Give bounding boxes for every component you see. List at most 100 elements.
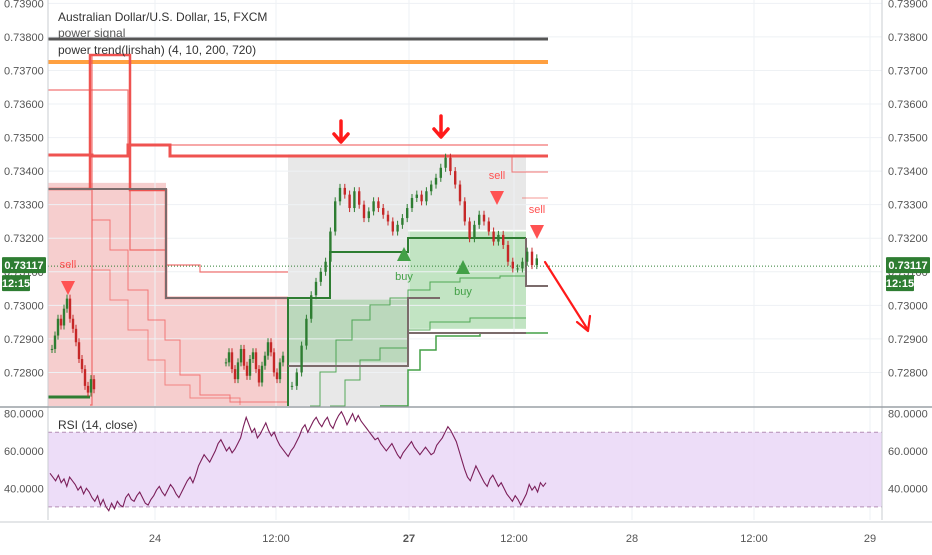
indicator-power-signal[interactable]: power signal bbox=[58, 26, 125, 40]
gray-zone bbox=[288, 154, 408, 406]
candle-body bbox=[281, 355, 285, 363]
gray-zone bbox=[408, 154, 526, 230]
candle-body bbox=[319, 271, 322, 282]
price-badges: 0.73117 12:15 0.73117 12:15 bbox=[2, 257, 930, 292]
down-arrow-icon bbox=[432, 114, 450, 139]
candle-body bbox=[358, 191, 361, 205]
candle-body bbox=[377, 201, 380, 209]
price-tick-label-left: 0.73000 bbox=[4, 300, 44, 312]
candle-body bbox=[401, 218, 404, 225]
candle-body bbox=[324, 261, 327, 272]
candle-body bbox=[257, 369, 261, 383]
candle-body bbox=[420, 194, 423, 202]
candle-body bbox=[305, 318, 308, 346]
candle-body bbox=[334, 201, 337, 232]
candle-body bbox=[68, 298, 72, 319]
sell-triangle bbox=[490, 191, 504, 205]
price-tick-label-right: 0.73600 bbox=[888, 99, 928, 111]
candle-body bbox=[396, 224, 399, 232]
price-tick-label-left: 0.73500 bbox=[4, 133, 44, 145]
price-badge-value: 0.73117 bbox=[888, 260, 927, 272]
candle-body bbox=[492, 231, 495, 242]
candle-body bbox=[74, 328, 78, 343]
candle-body bbox=[56, 318, 60, 336]
buy-triangle bbox=[456, 260, 470, 274]
candle-body bbox=[487, 221, 490, 232]
candle-body bbox=[348, 194, 351, 209]
candle-body bbox=[251, 352, 255, 360]
price-tick-label-right: 0.73500 bbox=[888, 133, 928, 145]
price-tick-label-left: 0.72800 bbox=[4, 367, 44, 379]
candle-body bbox=[260, 365, 264, 383]
candle-body bbox=[224, 362, 228, 364]
rsi-tick-label-right: 60.0000 bbox=[888, 446, 928, 458]
rsi-panel bbox=[48, 410, 882, 512]
candle-body bbox=[511, 261, 514, 269]
candle-body bbox=[463, 201, 466, 222]
gray-step-outline bbox=[48, 188, 288, 299]
price-tick-label-right: 0.73800 bbox=[888, 32, 928, 44]
candle-body bbox=[410, 197, 414, 209]
candle-body bbox=[458, 184, 462, 202]
buy-triangle bbox=[397, 247, 411, 261]
sell-label: sell bbox=[529, 204, 546, 216]
time-badge bbox=[886, 275, 914, 292]
red-trend-inner-2 bbox=[92, 219, 288, 403]
green-zone bbox=[408, 231, 526, 329]
candle-body bbox=[502, 234, 505, 245]
candle-body bbox=[439, 167, 442, 178]
price-tick-label-right: 0.73700 bbox=[888, 65, 928, 77]
candle-body bbox=[314, 281, 318, 296]
time-tick-label: 24 bbox=[149, 533, 161, 545]
candle-body bbox=[353, 191, 356, 209]
candle-body bbox=[245, 365, 249, 376]
rsi-tick-label-left: 40.0000 bbox=[4, 483, 44, 495]
red-trend-outer bbox=[48, 89, 548, 146]
candle-body bbox=[80, 359, 84, 370]
candle-body bbox=[516, 268, 519, 270]
time-tick-label: 12:00 bbox=[740, 533, 768, 545]
candle-body bbox=[478, 214, 481, 225]
time-badge-value: 12:15 bbox=[886, 278, 914, 290]
price-tick-label-right: 0.73300 bbox=[888, 200, 928, 212]
price-tick-label-left: 0.73200 bbox=[4, 233, 44, 245]
arrow-path bbox=[432, 114, 450, 139]
candle-body bbox=[248, 359, 252, 376]
rsi-tick-label-left: 60.0000 bbox=[4, 446, 44, 458]
candle-body bbox=[506, 244, 510, 262]
candle-body bbox=[59, 318, 63, 326]
candle-body bbox=[338, 187, 342, 202]
legend: Australian Dollar/U.S. Dollar, 15, FXCM … bbox=[58, 10, 267, 432]
candle-body bbox=[290, 385, 294, 387]
indicator-rsi[interactable]: RSI (14, close) bbox=[58, 418, 137, 432]
sell-triangle bbox=[61, 281, 75, 295]
candle-body bbox=[227, 352, 231, 363]
candle-body bbox=[372, 201, 375, 212]
candle-body bbox=[83, 369, 87, 386]
candle-body bbox=[482, 214, 486, 222]
red-trend-right bbox=[511, 156, 548, 173]
price-tick-label-right: 0.73900 bbox=[888, 0, 928, 10]
candle-body bbox=[266, 342, 270, 356]
indicator-power-trend[interactable]: power trend(lirshah) (4, 10, 200, 720) bbox=[58, 43, 256, 57]
price-tick-label-left: 0.73300 bbox=[4, 200, 44, 212]
candle-body bbox=[367, 211, 370, 219]
price-tick-label-left: 0.73700 bbox=[4, 65, 44, 77]
candle-body bbox=[497, 234, 500, 242]
candle-body bbox=[386, 214, 390, 222]
price-tick-label-right: 0.72900 bbox=[888, 334, 928, 346]
left-price-badge: 0.73117 12:15 bbox=[2, 257, 46, 292]
symbol-title[interactable]: Australian Dollar/U.S. Dollar, 15, FXCM bbox=[58, 10, 267, 24]
candle-body bbox=[254, 352, 258, 370]
price-tick-label-left: 0.73400 bbox=[4, 166, 44, 178]
candle-body bbox=[415, 194, 418, 198]
candle-body bbox=[530, 251, 534, 266]
candle-body bbox=[239, 348, 243, 363]
rsi-tick-label-right: 40.0000 bbox=[888, 483, 928, 495]
time-badge bbox=[2, 275, 30, 292]
time-tick-label: 27 bbox=[403, 533, 415, 545]
candle-body bbox=[65, 298, 69, 309]
candle-body bbox=[343, 187, 346, 195]
